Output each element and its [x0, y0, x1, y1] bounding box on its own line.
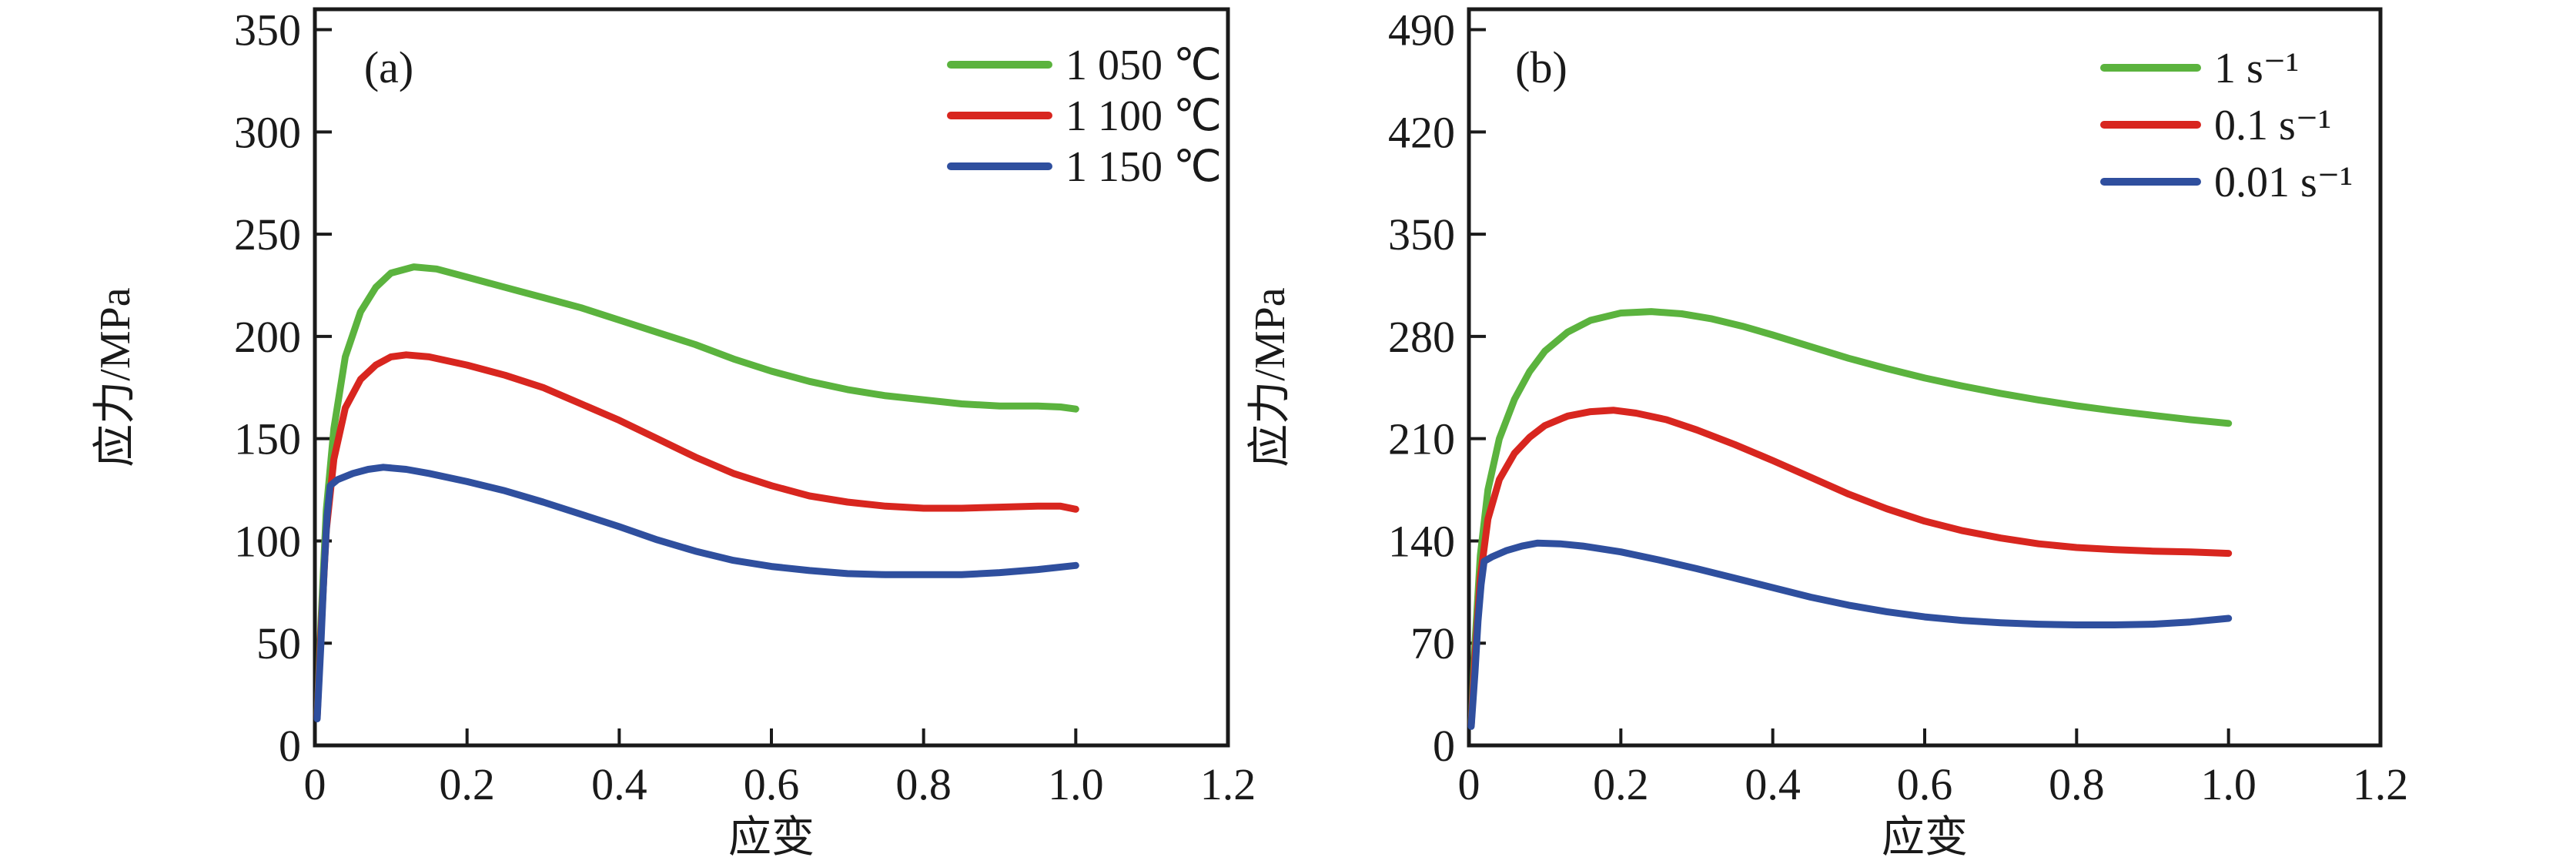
x-tick-label: 1.2 — [2353, 759, 2409, 809]
x-tick-label: 0 — [304, 759, 326, 809]
y-tick-label: 490 — [1388, 5, 1455, 55]
curve-1-050-℃ — [313, 263, 1079, 718]
x-axis-label: 应变 — [1882, 814, 1968, 860]
y-tick-label: 350 — [234, 5, 301, 55]
y-tick-label: 150 — [234, 414, 301, 464]
x-tick-label: 1.0 — [1048, 759, 1104, 809]
y-tick-label: 200 — [234, 312, 301, 362]
curve-1-150-℃ — [313, 464, 1079, 722]
y-tick-label: 140 — [1388, 516, 1455, 566]
x-tick-label: 0.4 — [591, 759, 647, 809]
legend: 1 050 ℃1 100 ℃1 150 ℃ — [947, 42, 1222, 191]
y-tick-label: 210 — [1388, 414, 1455, 464]
curve-1-s⁻¹ — [1467, 308, 2233, 727]
x-tick-label: 0.6 — [1897, 759, 1953, 809]
legend-label-0-1-s⁻¹: 0.1 s⁻¹ — [2214, 102, 2331, 149]
legend-label-1-050-℃: 1 050 ℃ — [1066, 42, 1222, 89]
y-tick-label: 100 — [234, 516, 301, 566]
legend-label-1-s⁻¹: 1 s⁻¹ — [2214, 45, 2299, 92]
panel-label: (b) — [1515, 42, 1567, 92]
x-tick-label: 1.0 — [2200, 759, 2257, 809]
curve-0-01-s⁻¹ — [1467, 539, 2233, 730]
x-tick-label: 0.8 — [2049, 759, 2105, 809]
y-tick-label: 70 — [1410, 618, 1455, 668]
x-axis-label: 应变 — [728, 814, 815, 860]
y-tick-label: 420 — [1388, 107, 1455, 157]
y-tick-label: 50 — [256, 618, 301, 668]
y-tick-label: 300 — [234, 107, 301, 157]
x-tick-label: 0.2 — [1593, 759, 1649, 809]
y-tick-label: 250 — [234, 209, 301, 260]
y-tick-label: 0 — [279, 721, 301, 771]
legend-label-1-100-℃: 1 100 ℃ — [1066, 92, 1222, 140]
x-tick-label: 0.8 — [895, 759, 952, 809]
y-tick-label: 350 — [1388, 209, 1455, 260]
curve-0-1-s⁻¹ — [1467, 407, 2233, 728]
y-tick-label: 280 — [1388, 312, 1455, 362]
chart-panel-b: 0 0.2 0.4 0.6 0.8 1.0 1.2 0 70 140 210 280 350 420 490… — [1246, 5, 2409, 862]
legend-label-1-150-℃: 1 150 ℃ — [1066, 143, 1222, 191]
y-axis-label: 应力/MPa — [92, 287, 139, 467]
x-tick-label: 0.4 — [1745, 759, 1801, 809]
panel-label: (a) — [364, 42, 413, 92]
legend-label-0-01-s⁻¹: 0.01 s⁻¹ — [2214, 159, 2353, 206]
legend: 1 s⁻¹ 0.1 s⁻¹ 0.01 s⁻¹ — [2100, 45, 2353, 206]
y-tick-label: 0 — [1433, 721, 1455, 771]
y-axis-label: 应力/MPa — [1246, 287, 1294, 467]
x-tick-label: 0.2 — [439, 759, 495, 809]
chart-panel-a: 0 0.2 0.4 0.6 0.8 1.0 1.2 0 50 100 150 200 250 300 350… — [92, 5, 1256, 862]
x-tick-label: 1.2 — [1200, 759, 1256, 809]
x-tick-label: 0.6 — [744, 759, 800, 809]
curve-1-100-℃ — [313, 351, 1079, 721]
x-tick-label: 0 — [1458, 759, 1480, 809]
